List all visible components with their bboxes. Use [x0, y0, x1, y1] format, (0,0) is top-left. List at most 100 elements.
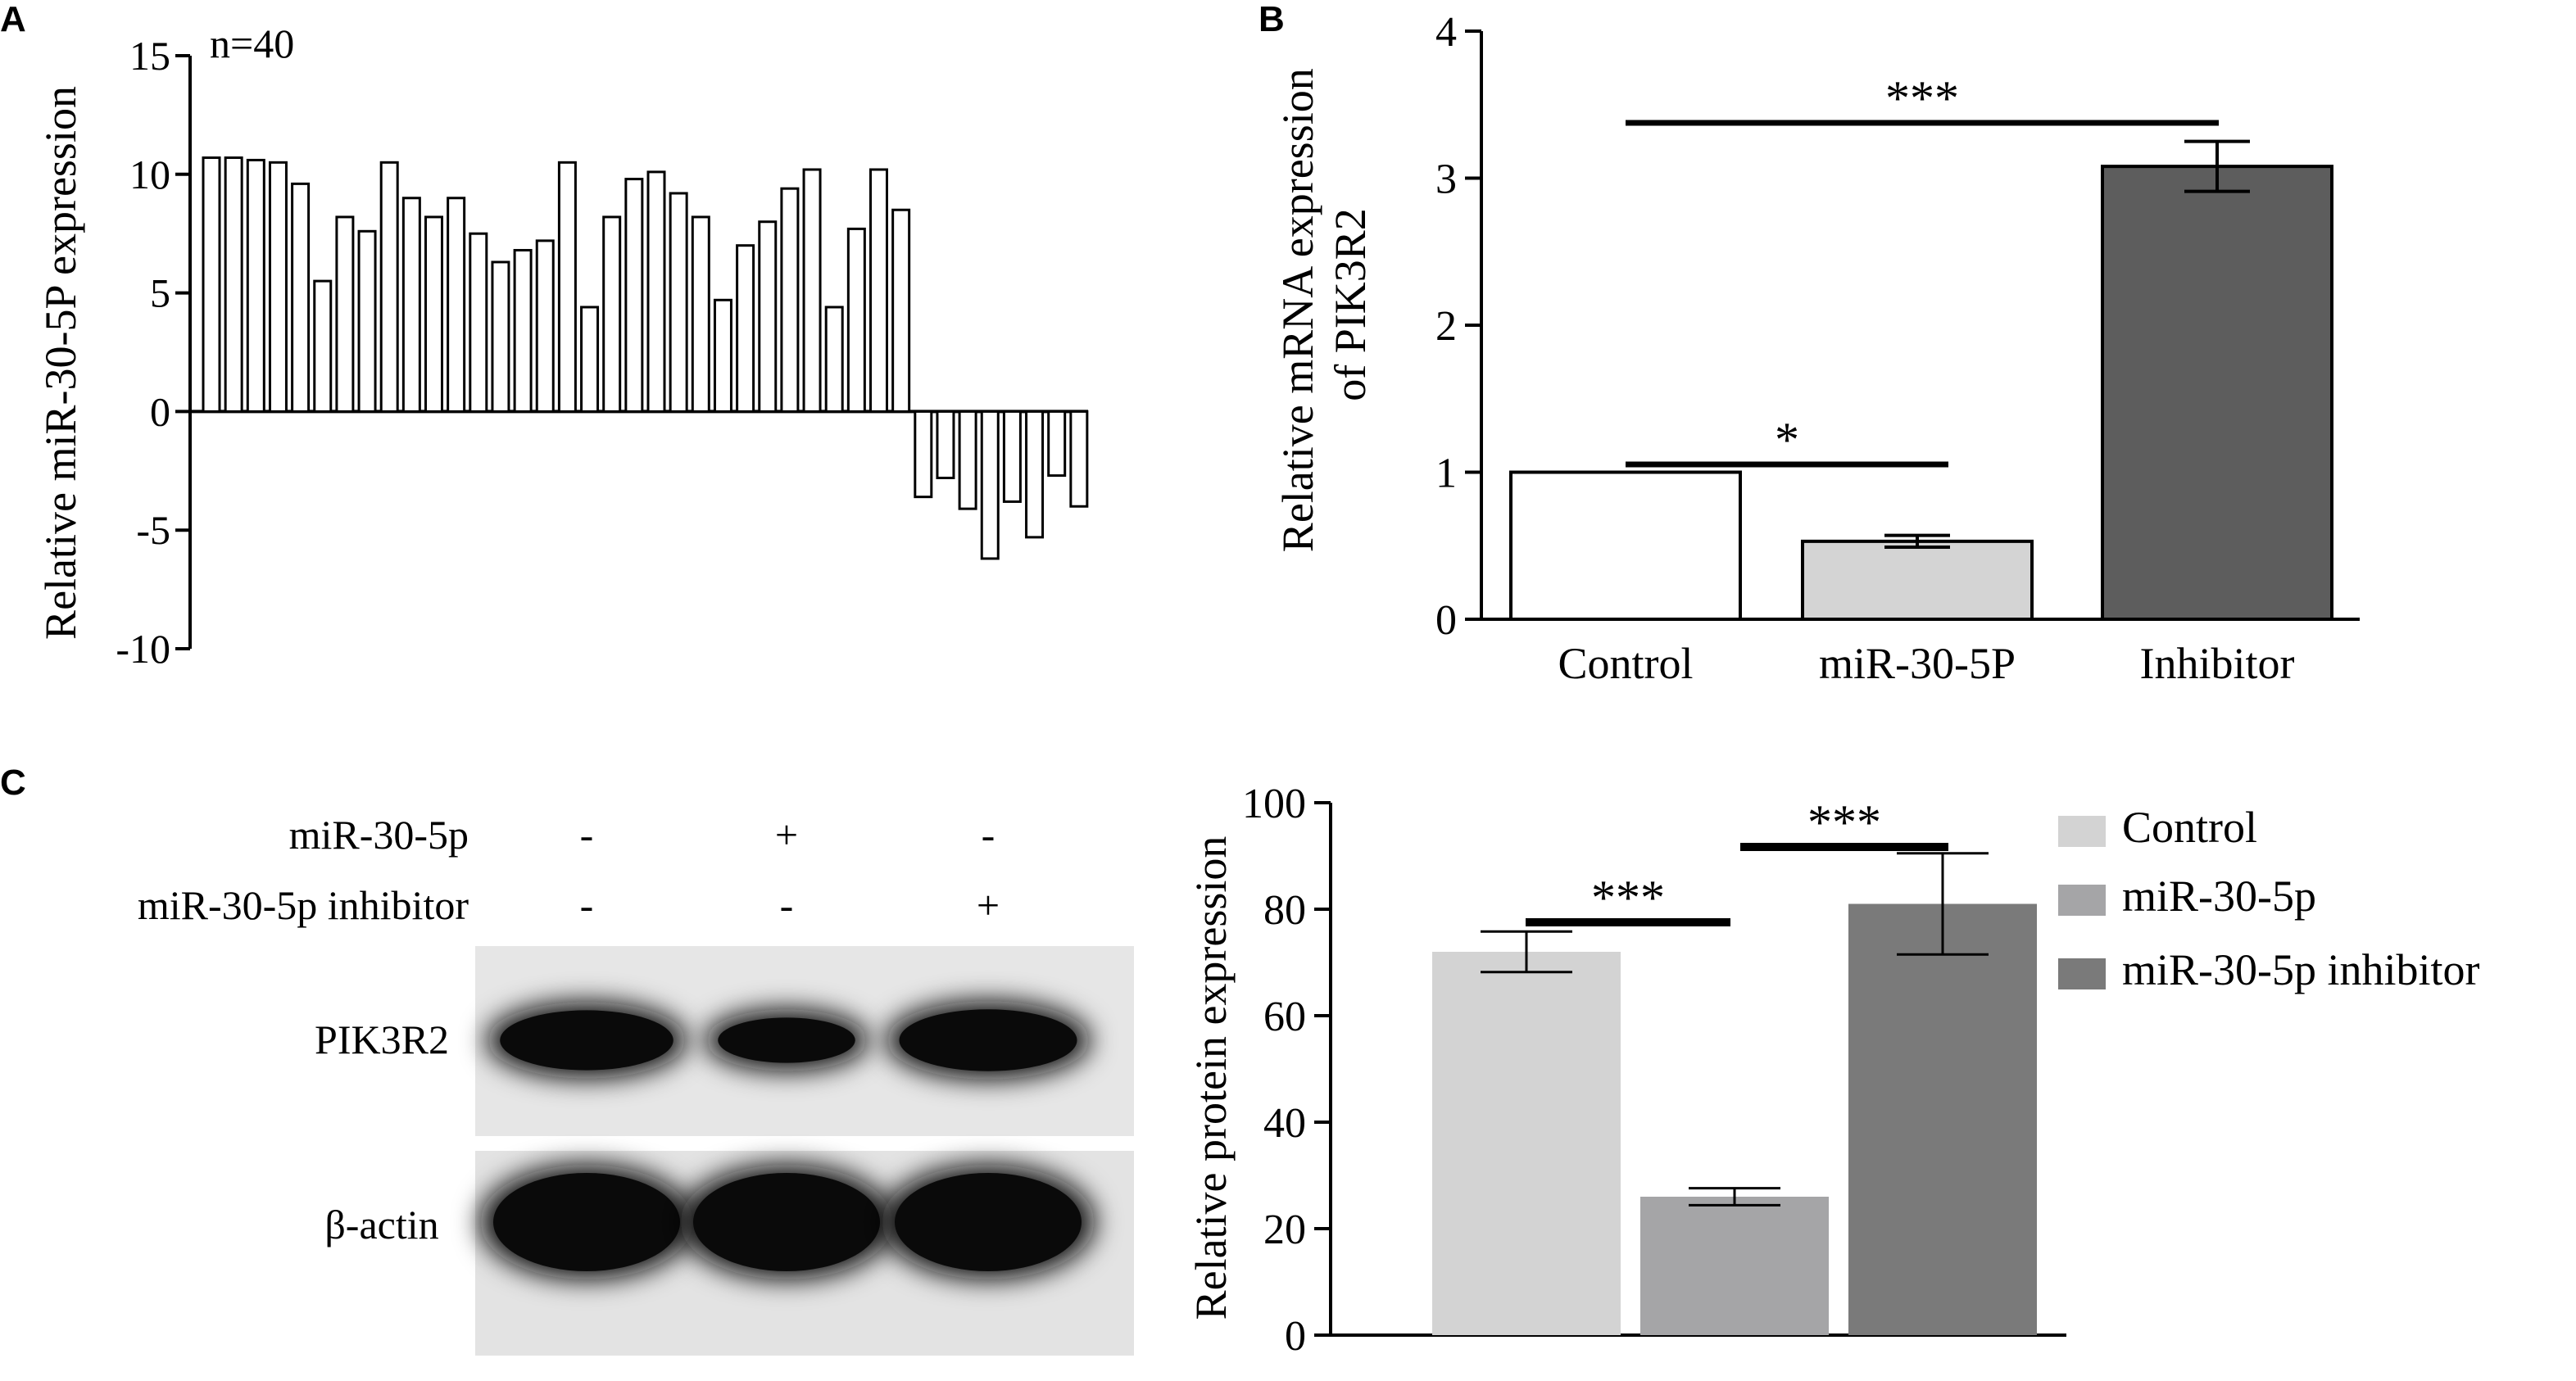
chart-a-bar: [691, 215, 710, 413]
chart-b-ylabel: Relative mRNA expression of PIK3R2: [1273, 57, 1375, 552]
chart-a-bar: [202, 156, 221, 413]
blot-signs: - + - - - +: [580, 812, 1000, 928]
chart-c-y-tick-label: 0: [1285, 1313, 1306, 1360]
chart-c-legend-label: miR-30-5p inhibitor: [2122, 945, 2480, 994]
chart-a-bar: [513, 248, 533, 413]
blot-sign: -: [580, 882, 594, 928]
chart-a-bar: [557, 161, 577, 413]
chart-a-bar: [914, 410, 933, 499]
chart-a-bar: [224, 156, 243, 413]
panel-c-letter: C: [0, 763, 26, 803]
chart-b-sig-label: *: [1775, 413, 1799, 467]
chart-a-bar: [602, 215, 622, 413]
chart-c-y-tick-label: 40: [1263, 1100, 1306, 1147]
chart-c-y-tick-label: 80: [1263, 887, 1306, 934]
chart-b-y-tick-label: 4: [1435, 9, 1457, 56]
chart-a-bar: [758, 220, 778, 413]
chart-b-bar: [1801, 539, 2034, 621]
blot-band-core: [500, 1010, 673, 1071]
panel-b-letter: B: [1259, 0, 1285, 39]
panel-c: C miR-30-5p miR-30-5p inhibitor - + - - - + P…: [0, 763, 2480, 1360]
chart-c-legend-label: Control: [2122, 803, 2257, 852]
chart-a-bar: [335, 215, 355, 413]
chart-a-bar: [646, 170, 666, 413]
chart-b-x-tick-label: Control: [1558, 639, 1693, 688]
chart-a-y-tick-label: 0: [150, 388, 170, 434]
chart-a-y-tick-label: 15: [129, 33, 170, 79]
chart-b-ylabel-line2: of PIK3R2: [1326, 208, 1375, 401]
blot-label-pik3r2: PIK3R2: [315, 1017, 449, 1062]
chart-a-bar: [469, 232, 488, 413]
chart-a-bar: [846, 227, 866, 413]
chart-c-legend-label: miR-30-5p: [2122, 872, 2316, 921]
chart-b-bar: [2101, 165, 2333, 621]
chart-c-y-tick-label: 100: [1242, 781, 1306, 827]
chart-a-bar: [401, 197, 421, 413]
chart-c-bar: [1640, 1197, 1829, 1335]
chart-b-y-tick-label: 0: [1435, 597, 1457, 644]
chart-a-bar: [869, 168, 888, 413]
blot-row-label-mir: miR-30-5p: [289, 812, 469, 858]
chart-c-bar: [1432, 952, 1621, 1335]
chart-c-sig-label: ***: [1591, 871, 1665, 925]
chart-a-bar: [447, 197, 466, 413]
chart-b-x-tick-label: Inhibitor: [2140, 639, 2295, 688]
western-blot: miR-30-5p miR-30-5p inhibitor - + - - - + PIK…: [138, 812, 1134, 1356]
chart-a-bar: [535, 239, 555, 413]
chart-a: 15 10 5 0 -5 -10: [116, 33, 1089, 672]
chart-c-ylabel: Relative protein expression: [1186, 836, 1236, 1320]
chart-b-bar: [1509, 470, 1742, 621]
chart-a-bar: [780, 187, 800, 413]
chart-a-bar: [980, 410, 1000, 560]
blot-sign: +: [775, 812, 798, 858]
chart-a-bar: [936, 410, 955, 479]
panel-b: B Relative mRNA expression of PIK3R2 0 1 2…: [1259, 0, 2360, 688]
chart-a-bar: [580, 306, 600, 413]
chart-a-bar: [268, 161, 288, 413]
panel-a: A n=40 Relative miR-30-5P expression 15 1…: [0, 0, 1089, 672]
chart-a-bar: [246, 158, 265, 413]
chart-a-bar: [824, 306, 844, 413]
chart-a-bar: [1069, 410, 1089, 508]
chart-c-legend-swatch: [2058, 816, 2106, 847]
chart-a-y-tick-label: 10: [129, 152, 170, 197]
blot-sign: -: [982, 812, 995, 858]
chart-c-legend-swatch: [2058, 958, 2106, 989]
chart-c: 0 20 40 60 80 100 *** ***: [1242, 781, 2066, 1360]
chart-b-sig-label: ***: [1885, 71, 1959, 125]
chart-a-bar: [1002, 410, 1022, 503]
blot-label-actin: β-actin: [324, 1202, 438, 1247]
chart-c-legend-swatch: [2058, 885, 2106, 916]
blot-sign: +: [977, 882, 1000, 928]
chart-c-sig-label: ***: [1807, 795, 1881, 849]
chart-a-bar: [624, 178, 644, 413]
chart-a-bar: [357, 229, 377, 413]
chart-a-bar: [713, 298, 732, 413]
chart-c-y-tick-label: 20: [1263, 1207, 1306, 1253]
chart-a-bar: [491, 260, 510, 413]
blot-band-core: [899, 1009, 1077, 1071]
chart-c-bar: [1848, 903, 2037, 1335]
blot-sign: -: [780, 882, 794, 928]
panel-a-letter: A: [0, 0, 26, 39]
chart-a-bar: [291, 182, 311, 413]
chart-a-y-tick-label: -10: [116, 626, 170, 672]
blot-sign: -: [580, 812, 594, 858]
chart-a-bar: [958, 410, 977, 510]
chart-a-bar: [669, 192, 688, 413]
chart-a-bar: [313, 279, 333, 413]
blot-band-core: [693, 1173, 880, 1271]
chart-b-y-tick-label: 3: [1435, 156, 1457, 203]
chart-a-y-tick-label: -5: [136, 507, 170, 553]
blot-band-core: [895, 1173, 1082, 1271]
chart-a-bar: [1025, 410, 1045, 539]
chart-a-bar: [424, 215, 443, 413]
chart-a-annotation: n=40: [210, 20, 294, 66]
blot-bands: [480, 1001, 1095, 1279]
chart-a-ylabel: Relative miR-30-5P expression: [36, 86, 85, 640]
blot-band-core: [718, 1017, 855, 1063]
blot-band-core: [493, 1173, 680, 1271]
chart-a-bar: [736, 244, 755, 413]
